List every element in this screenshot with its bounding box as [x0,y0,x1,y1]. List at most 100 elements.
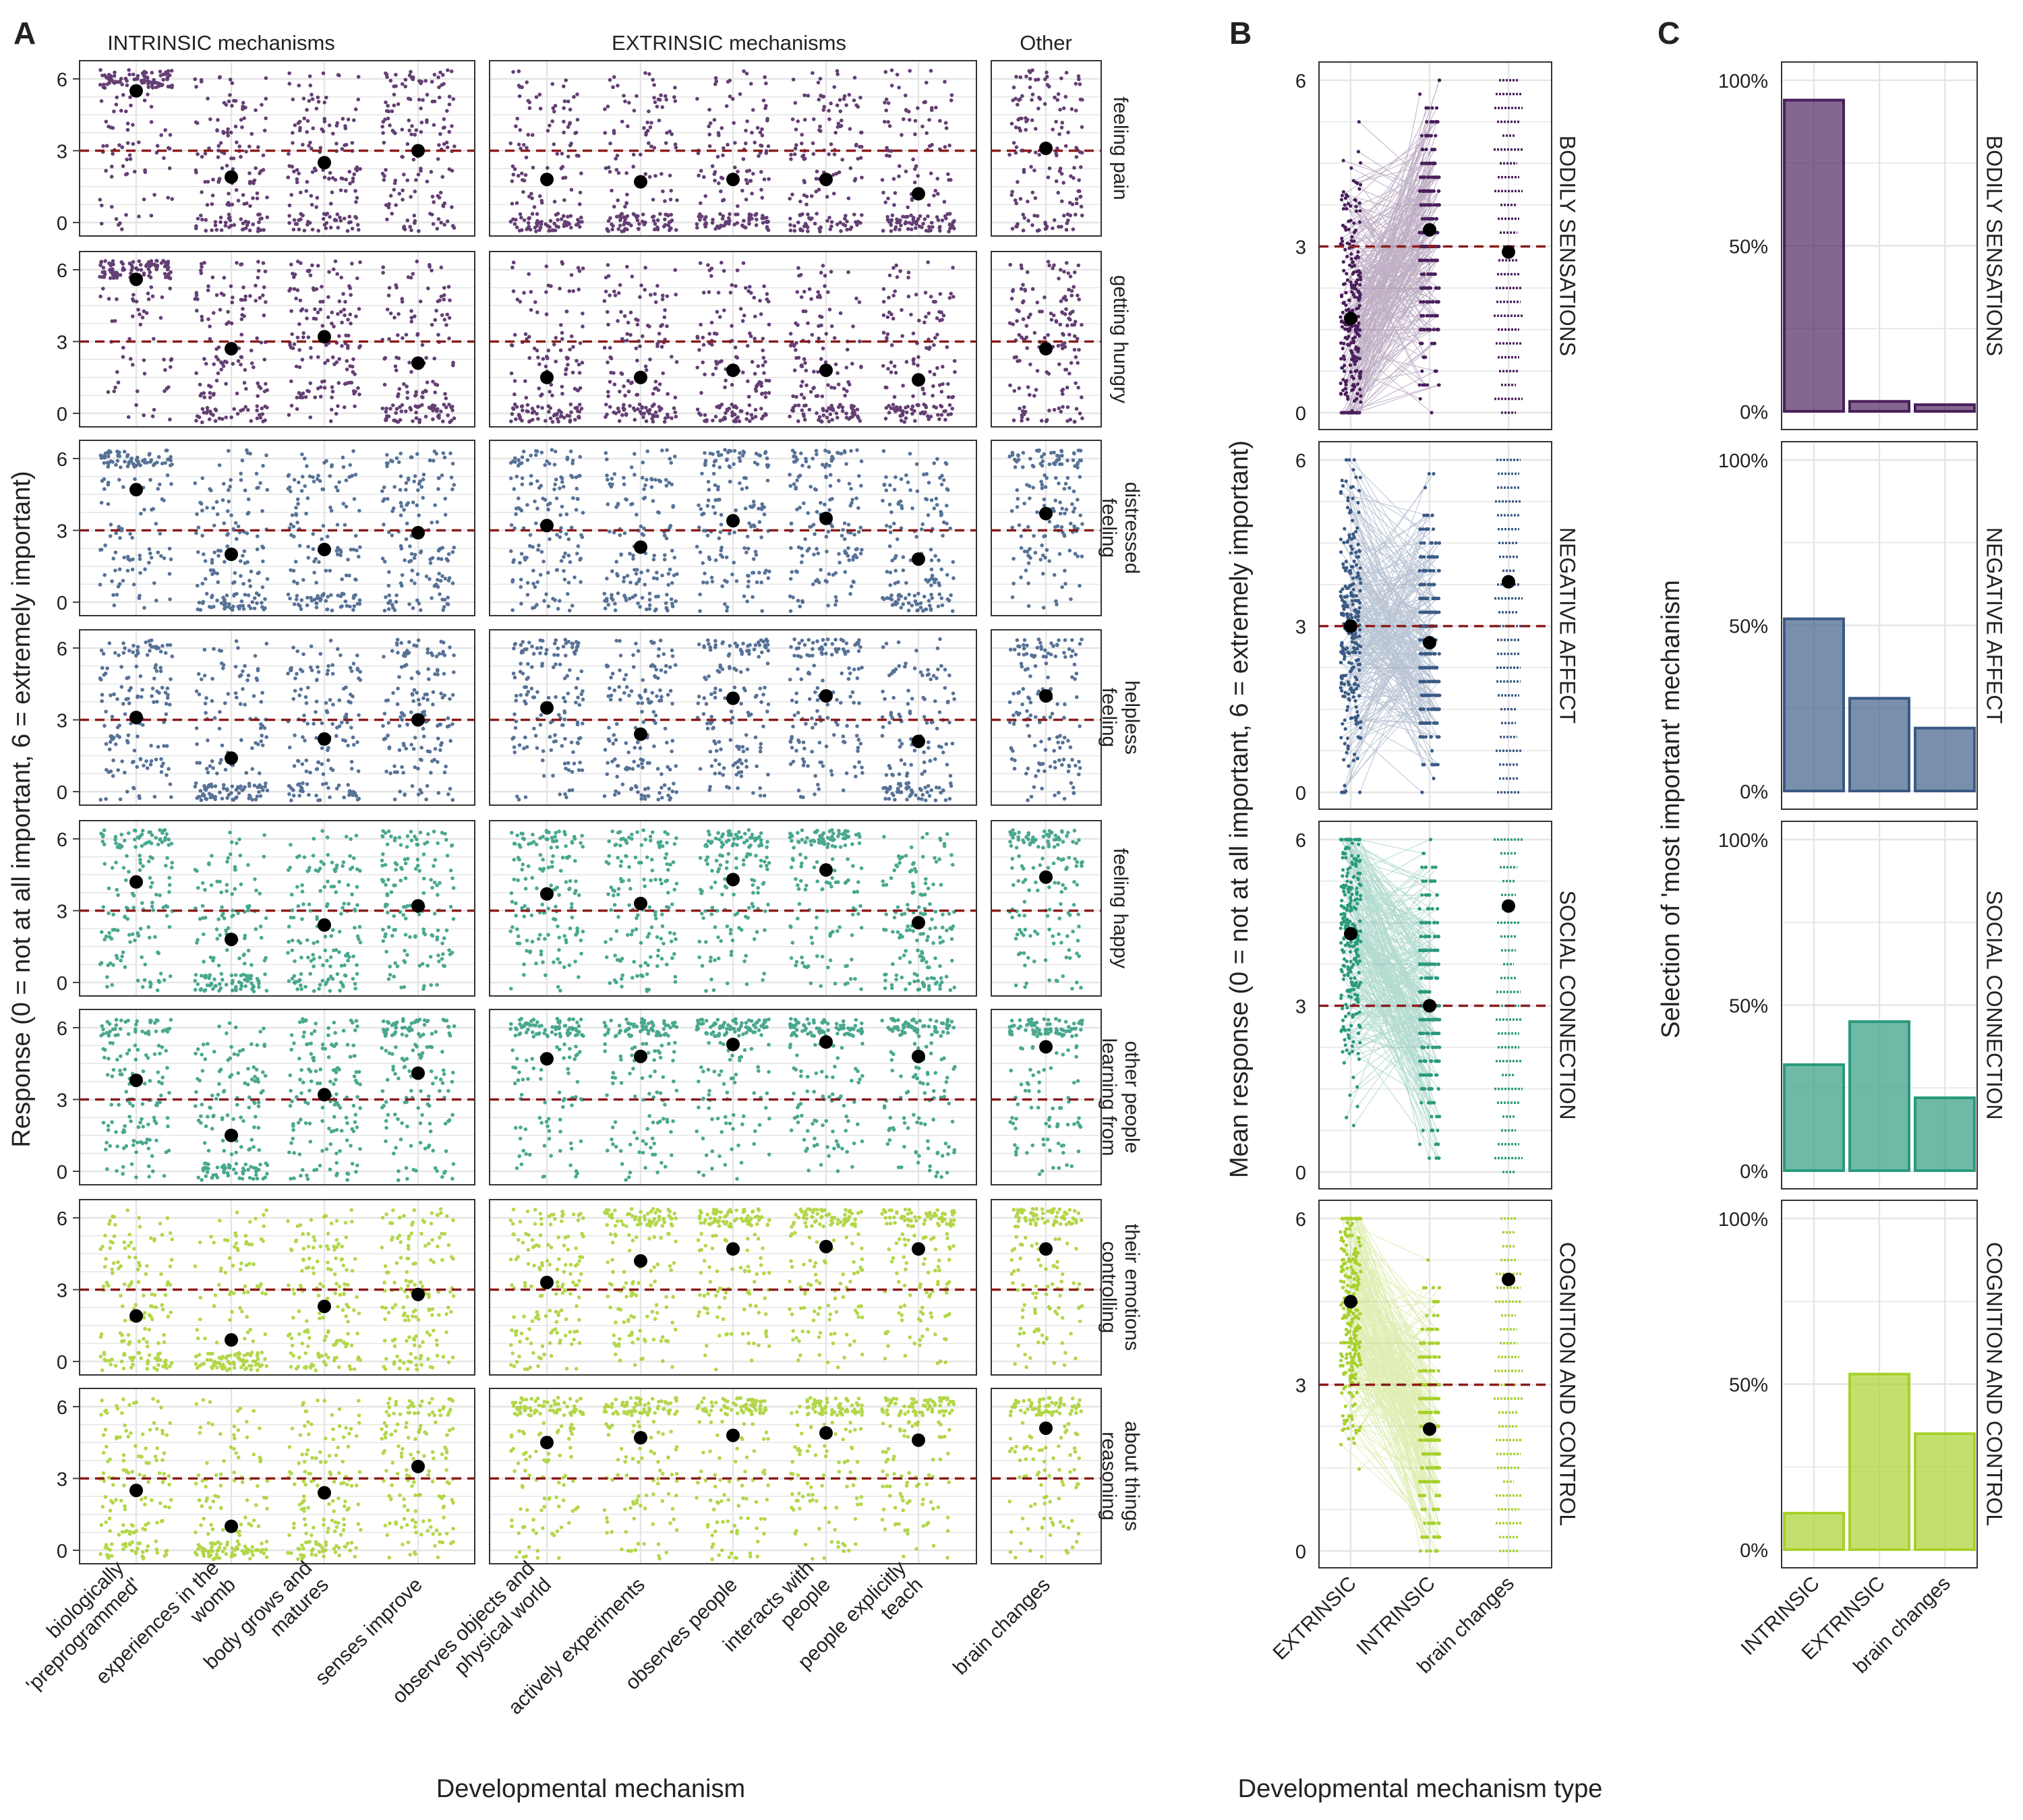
response-dot [710,579,715,584]
response-dots [286,71,362,233]
response-dot [885,336,889,340]
response-dot [564,78,568,82]
response-dot [827,572,831,577]
response-dot [1014,145,1019,150]
response-dot [881,190,885,195]
response-dot [602,299,607,303]
response-dot [672,454,677,459]
response-dot [212,523,216,528]
response-dot [230,81,235,86]
response-dot [560,504,564,509]
response-dot [127,688,131,693]
response-dot [1022,501,1026,506]
response-dot [204,229,208,233]
response-dot [140,71,145,76]
response-dot [543,463,548,467]
response-dot [663,308,667,312]
response-dot [796,266,800,270]
y-tick-label: 3 [57,142,67,163]
response-dot [306,544,310,549]
response-dot [450,169,455,173]
response-dot [449,69,454,74]
response-dot [883,416,888,421]
response-dot [658,212,662,216]
response-dot [606,603,610,607]
response-dot [741,261,746,265]
response-dot [892,364,897,368]
response-dot [891,266,896,270]
response-dot [387,285,392,290]
response-dot [834,599,839,603]
response-dot [830,407,835,411]
response-dot [631,152,636,157]
response-dot [1057,169,1062,173]
response-dot [854,103,858,107]
response-dot [221,498,225,502]
response-dot [662,419,667,424]
response-dot [1070,202,1075,206]
response-dot [138,674,143,678]
response-dot [236,359,241,363]
response-dot [386,601,390,606]
response-dot [722,198,726,202]
response-dot [139,268,144,272]
response-dot [226,127,230,131]
response-dot [635,581,639,586]
response-dot [316,100,321,104]
response-dot [264,781,268,786]
response-dot [577,474,581,478]
response-dot [1035,300,1040,305]
response-dot [515,297,520,301]
response-dot [738,481,742,486]
response-dot [263,418,267,423]
response-dot [700,512,704,517]
response-dot [920,387,925,392]
response-dot [103,543,107,548]
response-dot [167,272,171,276]
response-dot [408,405,412,410]
response-dot [620,119,624,124]
response-dot [517,142,521,147]
response-dot [528,419,532,423]
response-dot [390,403,395,407]
y-tick-label: 3 [57,332,67,354]
response-dot [261,463,265,468]
response-dot [1059,409,1063,414]
response-dot [402,173,406,177]
response-dot [1078,195,1082,199]
response-dot [1017,332,1022,337]
response-dot [633,568,637,572]
response-dot [855,223,859,227]
response-dot [663,94,668,98]
response-dot [225,544,230,548]
response-dot [443,392,447,396]
response-dot [168,597,172,601]
response-dot [233,570,237,575]
response-dot [194,689,199,693]
response-dot [220,361,225,366]
response-dot [930,573,935,578]
row-strip-label: getting hungry [1109,275,1132,403]
response-dot [763,391,767,395]
response-dot [709,266,714,270]
response-dot [142,413,146,417]
response-dot [518,212,523,216]
response-dot [299,489,304,493]
response-dot [670,132,674,136]
response-dot [229,156,233,160]
response-dot [1074,82,1078,86]
response-dot [411,75,415,80]
response-dot [341,465,346,469]
response-dot [850,498,854,502]
response-dot [548,390,552,394]
response-dot [938,292,943,296]
y-tick-label: 6 [57,69,67,91]
response-dot [937,581,941,585]
response-dot [842,387,846,391]
response-dot [655,344,659,349]
response-dot [394,411,398,415]
response-dot [886,101,891,105]
response-dot [564,367,568,371]
response-dot [1080,395,1084,400]
response-dot [724,555,729,560]
